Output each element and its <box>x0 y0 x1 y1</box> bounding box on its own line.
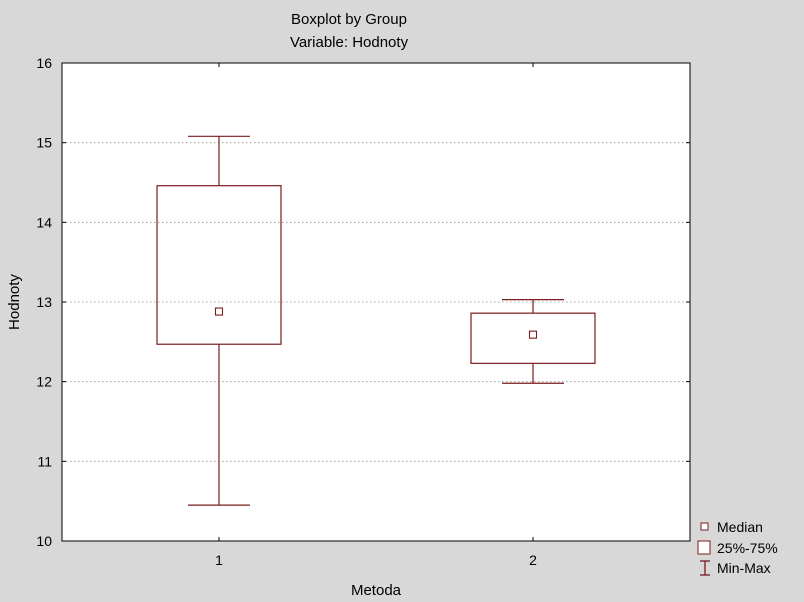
y-tick-label: 12 <box>36 374 52 390</box>
legend-minmax-icon <box>700 560 710 576</box>
x-axis-label: Metoda <box>351 582 402 599</box>
legend: Median 25%-75% Min-Max <box>697 519 778 576</box>
y-tick-label: 10 <box>36 533 52 549</box>
x-tick-label: 2 <box>529 552 537 568</box>
iqr-box <box>470 312 596 364</box>
legend-minmax-label: Min-Max <box>717 560 771 576</box>
box-series <box>156 135 596 506</box>
legend-median-label: Median <box>717 519 763 535</box>
y-tick-label: 13 <box>36 294 52 310</box>
y-tick-label: 15 <box>36 135 52 151</box>
plot-area <box>61 62 691 542</box>
chart-title: Boxplot by Group <box>291 11 407 28</box>
y-tick-label: 14 <box>36 214 52 230</box>
x-tick-label: 1 <box>215 552 223 568</box>
box-group-1 <box>156 135 282 506</box>
median-marker <box>214 307 224 316</box>
iqr-box <box>156 185 282 345</box>
y-axis-label: Hodnoty <box>6 274 23 330</box>
grid-lines <box>62 142 690 462</box>
y-tick-label: 11 <box>37 453 52 469</box>
median-marker <box>528 330 538 339</box>
y-tick-label: 16 <box>36 55 52 71</box>
legend-box-label: 25%-75% <box>717 540 778 556</box>
y-axis-ticks: 10 11 12 13 14 15 16 <box>36 55 690 549</box>
chart-subtitle: Variable: Hodnoty <box>290 34 409 51</box>
legend-median-icon <box>700 522 709 531</box>
legend-box-icon <box>697 540 711 555</box>
box-group-2 <box>470 299 596 384</box>
